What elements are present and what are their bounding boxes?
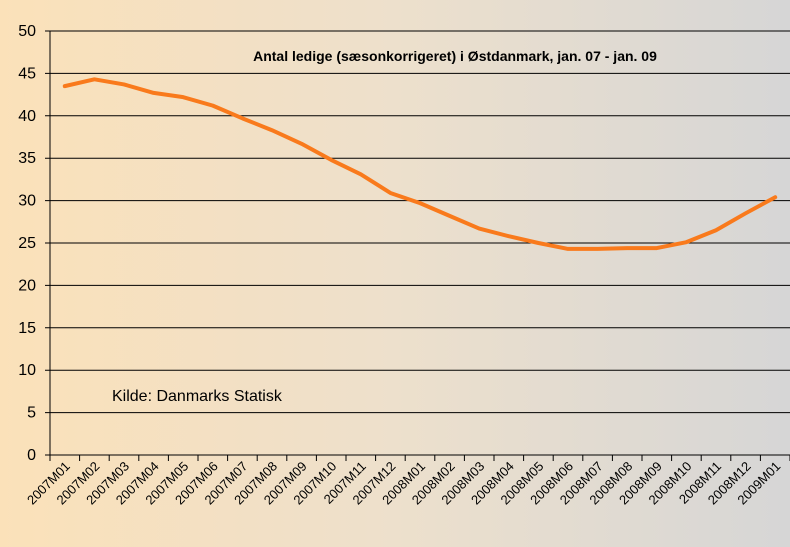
- y-tick-label: 50: [18, 23, 36, 40]
- y-tick-label: 10: [18, 362, 36, 379]
- y-tick-label: 25: [18, 235, 36, 252]
- data-line: [62, 77, 778, 251]
- y-tick-label: 30: [18, 193, 36, 210]
- y-tick-label: 35: [18, 150, 36, 167]
- y-tick-label: 15: [18, 320, 36, 337]
- y-tick-label: 5: [27, 405, 36, 422]
- y-tick-label: 20: [18, 277, 36, 294]
- y-tick-label: 0: [27, 447, 36, 464]
- chart-title: Antal ledige (sæsonkorrigeret) i Østdanm…: [253, 48, 657, 64]
- y-tick-label: 45: [18, 65, 36, 82]
- y-tick-label: 40: [18, 108, 36, 125]
- annotation: Kilde: Danmarks Statisk: [112, 388, 283, 405]
